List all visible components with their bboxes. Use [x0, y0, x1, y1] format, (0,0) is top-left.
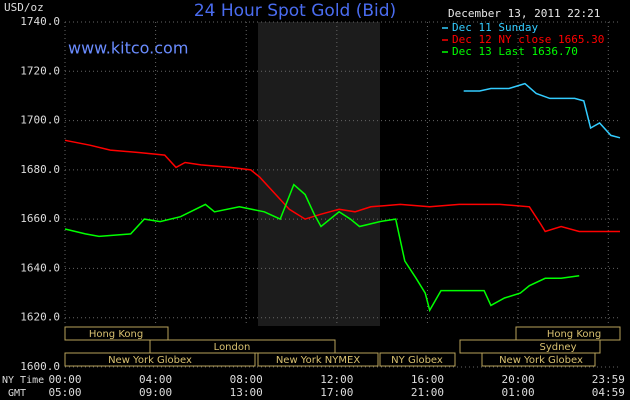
- website: www.kitco.com: [68, 39, 188, 58]
- session-box: [481, 352, 596, 367]
- session-box: [64, 352, 256, 367]
- series-line: [64, 183, 580, 313]
- x-tick-label: 20:00: [501, 373, 534, 386]
- x-tick-label: 04:00: [139, 373, 172, 386]
- y-tick-label: 1680.0: [20, 163, 60, 176]
- y-tick-label: 1720.0: [20, 64, 60, 77]
- x-tick-label-gmt: 21:00: [411, 386, 444, 399]
- x-row-label: GMT: [8, 388, 26, 399]
- y-tick-label: 1660.0: [20, 212, 60, 225]
- x-tick-label: 23:59: [592, 373, 625, 386]
- x-tick-label-gmt: 13:00: [230, 386, 263, 399]
- y-tick-label: 1600.0: [20, 360, 60, 373]
- series-line: [463, 82, 621, 139]
- x-tick-label: 08:00: [230, 373, 263, 386]
- session-label: Sydney: [539, 342, 576, 353]
- legend-label: Dec 12 NY close 1665.30: [452, 33, 604, 46]
- y-tick-label: 1620.0: [20, 311, 60, 324]
- x-row-label: NY Time: [2, 375, 44, 386]
- x-tick-label-gmt: 05:00: [48, 386, 81, 399]
- session-box: [257, 352, 379, 367]
- session-label: New York NYMEX: [276, 355, 361, 366]
- x-tick-label-gmt: 09:00: [139, 386, 172, 399]
- unit-label: USD/oz: [4, 1, 44, 14]
- session-label: Hong Kong: [89, 329, 143, 340]
- legend-label: Dec 11 Sunday: [452, 21, 538, 34]
- sessions: Hong Kong Hong Kong London Sydney New Yo…: [64, 326, 621, 367]
- shaded-session: [258, 22, 380, 326]
- x-tick-label-gmt: 01:00: [501, 386, 534, 399]
- x-tick-label: 16:00: [411, 373, 444, 386]
- legend-label: Dec 13 Last 1636.70: [452, 45, 578, 58]
- series-line: [64, 139, 620, 233]
- x-tick-label-gmt: 17:00: [320, 386, 353, 399]
- x-tick-label: 00:00: [48, 373, 81, 386]
- y-tick-label: 1640.0: [20, 261, 60, 274]
- y-tick-label: 1740.0: [20, 15, 60, 28]
- session-label: NY Globex: [391, 355, 443, 366]
- session-box: [379, 352, 456, 367]
- session-box: [64, 326, 169, 341]
- timestamp: December 13, 2011 22:21: [448, 7, 600, 20]
- y-tick-label: 1700.0: [20, 114, 60, 127]
- session-label: London: [214, 342, 251, 353]
- x-tick-label-gmt: 04:59: [592, 386, 625, 399]
- x-tick-label: 12:00: [320, 373, 353, 386]
- session-label: New York Globex: [108, 355, 192, 366]
- session-label: New York Globex: [499, 355, 583, 366]
- session-label: Hong Kong: [547, 329, 601, 340]
- chart-title: 24 Hour Spot Gold (Bid): [194, 1, 396, 21]
